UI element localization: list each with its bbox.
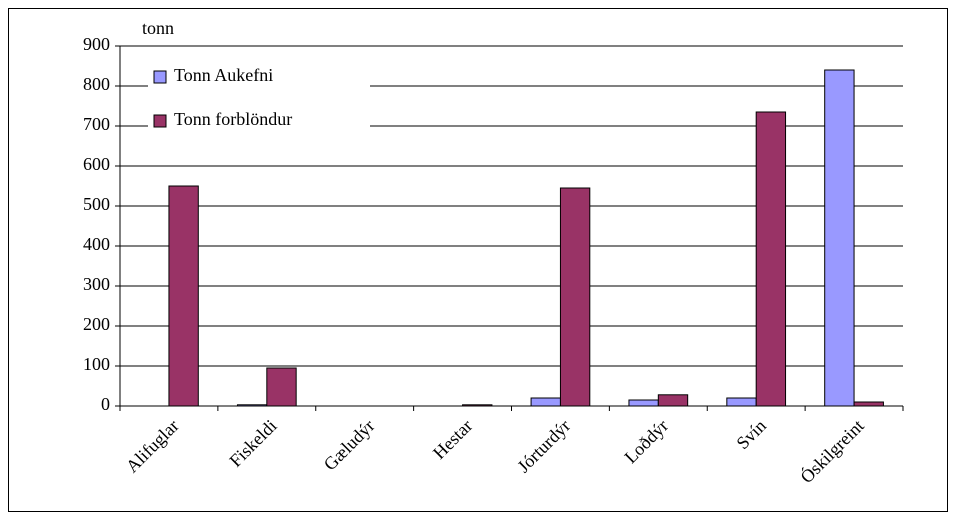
- bar: [628, 399, 659, 407]
- y-tick-label: 500: [83, 194, 110, 214]
- bar: [853, 401, 884, 407]
- bar: [657, 394, 689, 407]
- y-axis-label: tonn: [142, 18, 174, 38]
- legend-box: [148, 60, 370, 142]
- y-tick-label: 100: [83, 354, 110, 374]
- y-tick-label: 0: [101, 394, 110, 414]
- y-tick-label: 800: [83, 74, 110, 94]
- bar: [530, 397, 561, 407]
- y-tick-label: 600: [83, 154, 110, 174]
- legend-swatch: [153, 70, 167, 84]
- legend-label: Tonn Aukefni: [174, 65, 273, 85]
- bar: [755, 111, 787, 407]
- bar: [824, 69, 855, 407]
- y-tick-label: 700: [83, 114, 110, 134]
- y-tick-label: 300: [83, 274, 110, 294]
- bar: [266, 367, 297, 407]
- bar: [462, 404, 493, 407]
- legend-swatch: [153, 114, 167, 128]
- bar: [236, 404, 268, 407]
- y-tick-label: 200: [83, 314, 110, 334]
- bar: [168, 185, 199, 407]
- bar: [726, 397, 757, 407]
- y-tick-label: 900: [83, 34, 110, 54]
- bar: [559, 187, 591, 407]
- legend-label: Tonn forblöndur: [174, 109, 292, 129]
- y-tick-label: 400: [83, 234, 110, 254]
